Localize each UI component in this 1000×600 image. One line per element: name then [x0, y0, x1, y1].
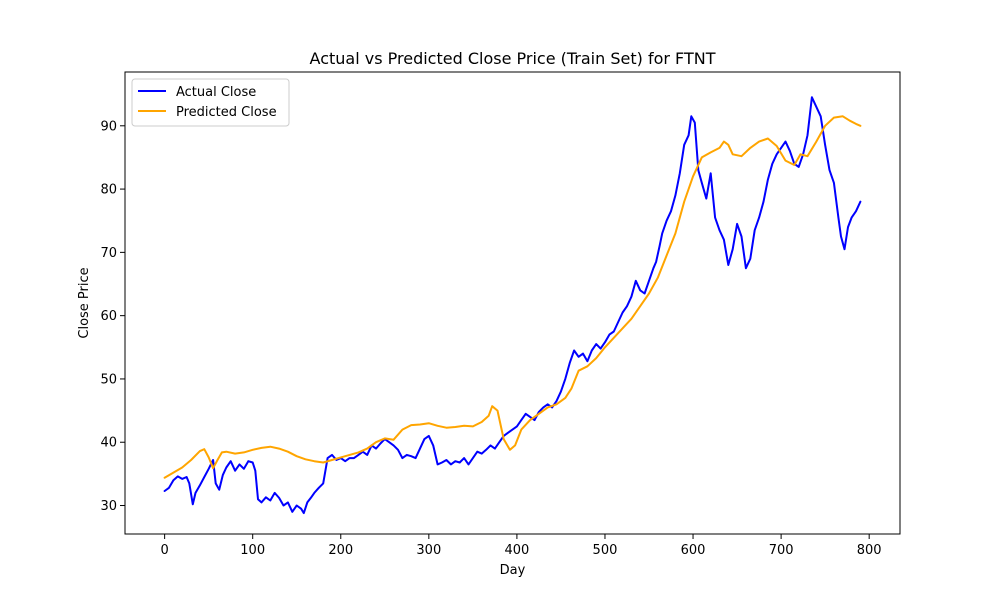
plot-area — [124, 71, 901, 535]
legend-label-predicted: Predicted Close — [176, 105, 277, 120]
chart-title: Actual vs Predicted Close Price (Train S… — [310, 49, 716, 68]
x-tick-label: 400 — [504, 543, 529, 558]
legend: Actual Close Predicted Close — [131, 78, 290, 127]
legend-label-actual: Actual Close — [176, 85, 256, 100]
x-axis-title: Day — [500, 563, 526, 578]
x-tick-label: 0 — [160, 543, 168, 558]
series-layer — [163, 96, 862, 515]
x-tick-label: 100 — [240, 543, 265, 558]
y-tick-label: 60 — [100, 309, 117, 324]
x-tick-label: 700 — [769, 543, 794, 558]
series-line-actual-close — [163, 96, 862, 515]
x-axis: 0 100 200 300 400 500 600 700 800 — [160, 534, 882, 558]
y-tick-label: 30 — [100, 499, 117, 514]
x-tick-label: 500 — [593, 543, 618, 558]
y-tick-label: 70 — [100, 246, 117, 261]
x-tick-label: 800 — [857, 543, 882, 558]
y-tick-label: 90 — [100, 119, 117, 134]
y-tick-label: 80 — [100, 183, 117, 198]
y-tick-label: 40 — [100, 436, 117, 451]
x-tick-label: 200 — [328, 543, 353, 558]
series-line-predicted-close — [163, 115, 862, 479]
x-tick-label: 300 — [416, 543, 441, 558]
y-axis: 30 40 50 60 70 80 90 — [100, 119, 125, 514]
y-axis-title: Close Price — [77, 267, 92, 338]
plot-frame — [124, 71, 901, 535]
x-tick-label: 600 — [681, 543, 706, 558]
legend-frame — [131, 78, 290, 127]
y-tick-label: 50 — [100, 372, 117, 387]
